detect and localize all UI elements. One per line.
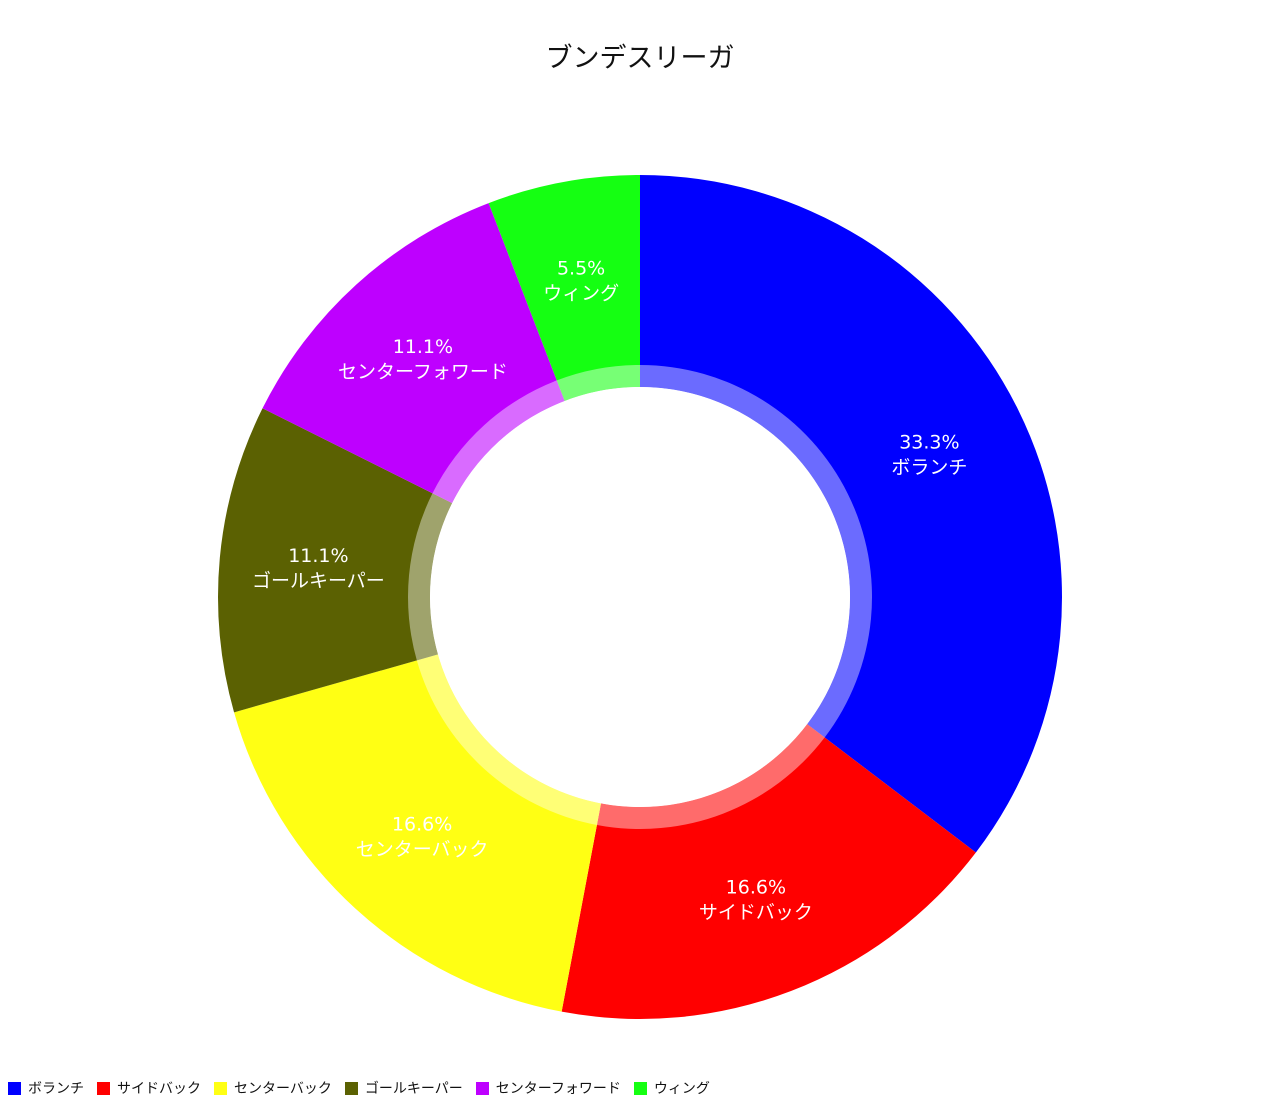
- slice-percent-label: 11.1%: [288, 545, 348, 567]
- donut-hole: [430, 387, 850, 807]
- legend-label: ボランチ: [28, 1081, 84, 1097]
- legend-swatch: [344, 1081, 358, 1095]
- slice-category-label: センターバック: [356, 838, 489, 860]
- legend-item: センターフォワード: [475, 1078, 621, 1098]
- slice-category-label: サイドバック: [699, 902, 813, 924]
- legend: ボランチ サイドバック センターバック ゴールキーパー センターフォワード ウィング: [8, 1078, 723, 1098]
- donut-slices: [217, 175, 1063, 1020]
- legend-item: サイドバック: [97, 1078, 201, 1098]
- inner-ring-segment-6: [556, 365, 640, 401]
- slice-category-label: ボランチ: [891, 457, 967, 479]
- slice-6: [488, 175, 640, 401]
- legend-swatch: [633, 1081, 647, 1095]
- slice-category-label: ゴールキーパー: [252, 570, 385, 592]
- slice-2: [561, 724, 976, 1020]
- slice-percent-label: 16.6%: [726, 877, 786, 899]
- slice-3: [234, 654, 602, 1012]
- legend-swatch: [214, 1081, 227, 1095]
- slice-percent-label: 5.5%: [557, 257, 605, 279]
- legend-item: ゴールキーパー: [344, 1078, 463, 1098]
- slice-category-label: センターフォワード: [338, 361, 508, 383]
- slice-labels: 33.3% ボランチ 16.6% サイドバック 16.6% センターバック 11.1% ゴール…: [252, 257, 967, 923]
- legend-swatch: [8, 1081, 21, 1095]
- inner-ring-segment-3: [416, 654, 602, 825]
- slice-percent-label: 33.3%: [899, 432, 959, 454]
- slice-percent-label: 16.6%: [392, 813, 452, 835]
- slice-category-label: ウィング: [543, 282, 619, 304]
- slice-5: [262, 203, 565, 504]
- legend-label: サイドバック: [117, 1081, 201, 1097]
- legend-label: ゴールキーパー: [364, 1081, 463, 1097]
- donut-inner-ring: [407, 365, 872, 829]
- slice-1: [640, 175, 1063, 853]
- inner-ring-segment-1: [640, 365, 872, 738]
- donut-chart: 33.3% ボランチ 16.6% サイドバック 16.6% センターバック 11.1% ゴール…: [217, 175, 1063, 1020]
- inner-ring-segment-5: [432, 380, 565, 504]
- legend-label: センターフォワード: [495, 1081, 621, 1097]
- legend-swatch: [97, 1081, 110, 1095]
- inner-ring-segment-4: [407, 493, 453, 661]
- legend-label: センターバック: [234, 1081, 332, 1097]
- legend-swatch: [475, 1081, 489, 1095]
- legend-item: ボランチ: [8, 1078, 84, 1098]
- chart-title: ブンデスリーガ: [545, 43, 735, 74]
- slice-percent-label: 11.1%: [393, 336, 453, 358]
- legend-item: センターバック: [214, 1078, 332, 1098]
- legend-label: ウィング: [653, 1081, 710, 1097]
- legend-item: ウィング: [633, 1078, 710, 1098]
- inner-ring-segment-2: [596, 724, 825, 829]
- slice-4: [217, 408, 453, 713]
